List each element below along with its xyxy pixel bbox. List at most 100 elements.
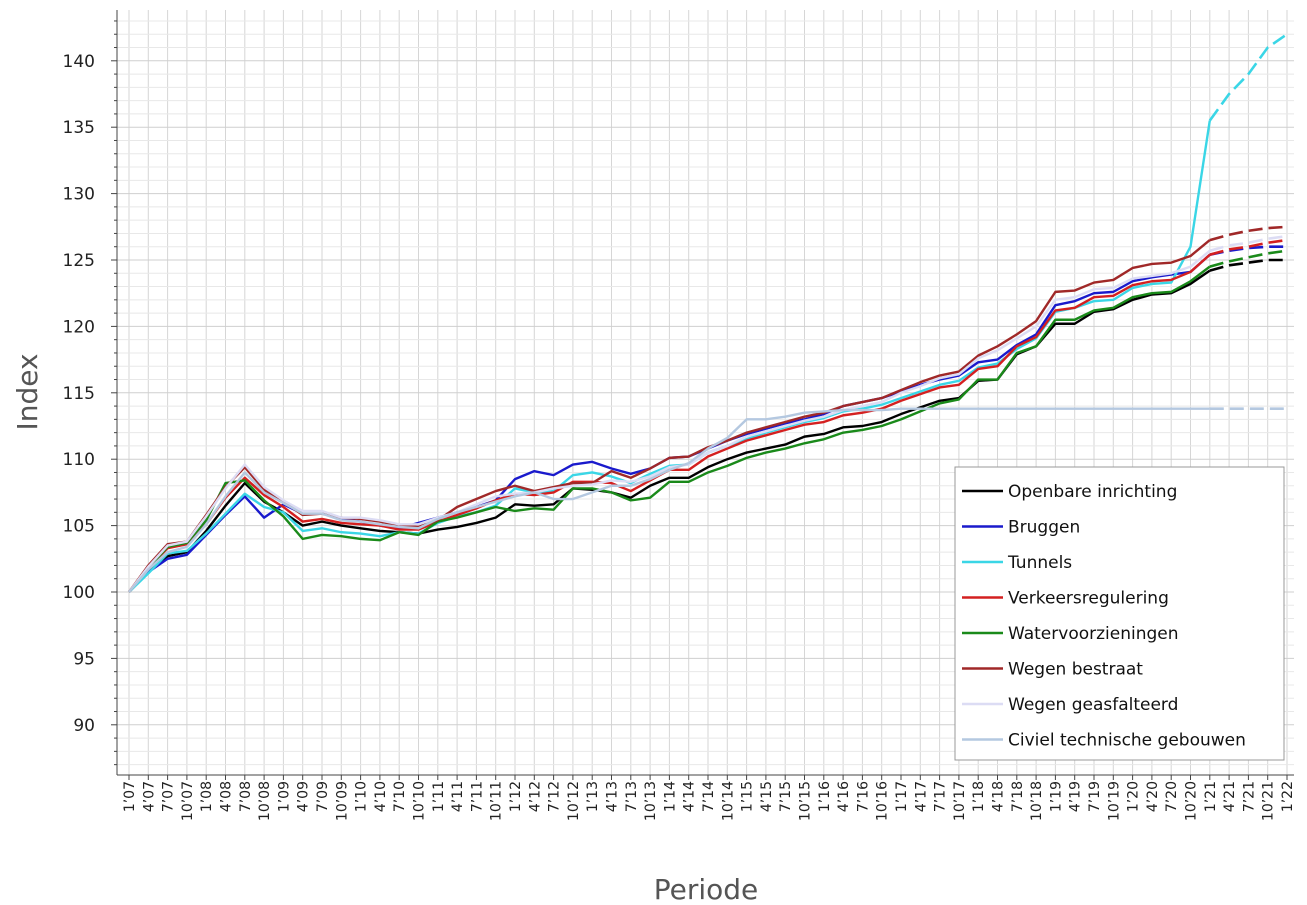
y-tick-label: 95 [73, 649, 95, 669]
x-tick-label: 10’21 [1261, 781, 1277, 821]
series-forecast-line-4 [1209, 238, 1288, 256]
x-tick-label: 1’18 [971, 781, 987, 812]
series-line-3 [128, 120, 1211, 593]
x-tick-label: 1’15 [740, 781, 756, 812]
series-forecast-line-3 [1208, 33, 1288, 122]
x-tick-label: 4’07 [141, 781, 157, 812]
x-tick-label: 1’20 [1126, 781, 1142, 812]
x-tick-label: 7’19 [1087, 781, 1103, 812]
x-tick-label: 1’11 [431, 781, 447, 812]
x-tick-label: 1’21 [1203, 781, 1219, 812]
y-tick-label: 120 [63, 317, 95, 337]
x-tick-label: 1’10 [354, 781, 370, 812]
x-tick-label: 4’20 [1145, 781, 1161, 812]
x-tick-label: 7’20 [1164, 781, 1180, 812]
legend-label: Wegen geasfalteerd [1008, 695, 1178, 715]
x-tick-label: 7’12 [547, 781, 563, 812]
legend-label: Bruggen [1008, 518, 1080, 538]
x-tick-label: 4’16 [836, 781, 852, 812]
series-line-5 [128, 265, 1211, 593]
y-tick-label: 135 [63, 118, 95, 138]
y-tick-label: 110 [63, 450, 95, 470]
y-tick-label: 115 [63, 384, 95, 404]
series-forecast-line-5 [1209, 249, 1288, 268]
y-tick-label: 90 [73, 716, 95, 736]
x-tick-label: 10’15 [798, 781, 814, 821]
x-tick-label: 7’21 [1241, 781, 1257, 812]
series-forecast-line-1 [1209, 258, 1287, 272]
x-tick-label: 10’13 [643, 781, 659, 821]
x-tick-label: 4’14 [682, 781, 698, 812]
x-tick-label: 4’08 [219, 781, 235, 812]
chart-axes [116, 10, 1294, 776]
series-line-8 [128, 407, 1210, 593]
x-tick-label: 7’18 [1010, 781, 1026, 812]
x-tick-label: 7’17 [933, 781, 949, 812]
x-tick-label: 10’11 [489, 781, 505, 821]
x-tick-label: 4’18 [991, 781, 1007, 812]
x-tick-label: 7’13 [624, 781, 640, 812]
x-tick-label: 7’16 [855, 781, 871, 812]
legend: Openbare inrichting Bruggen Tunnels Verkeer… [954, 466, 1285, 761]
x-tick-label: 7’15 [778, 781, 794, 812]
y-tick-label: 100 [63, 583, 95, 603]
x-tick-label: 10’07 [180, 781, 196, 821]
x-tick-label: 10’18 [1029, 781, 1045, 821]
x-tick-label: 1’14 [662, 781, 678, 812]
x-tick-label: 1’19 [1048, 781, 1064, 812]
x-tick-label: 7’11 [469, 781, 485, 812]
x-tick-labels: 1’07 4’07 7’07 10’07 1’08 4’08 7’08 10’08 1’09 4’… [122, 775, 1296, 821]
x-tick-label: 1’13 [585, 781, 601, 812]
y-tick-labels: 90 95 100 105 110 115 120 125 130 135 140 [63, 52, 95, 736]
series-forecast-line-7 [1209, 234, 1288, 252]
x-tick-label: 10’16 [875, 781, 891, 821]
x-tick-label: 7’08 [238, 781, 254, 812]
x-axis-title: Periode [654, 873, 759, 905]
series-forecast-line-6 [1209, 225, 1288, 242]
y-tick-label: 140 [63, 52, 95, 72]
x-tick-label: 4’15 [759, 781, 775, 812]
y-tick-label: 130 [63, 185, 95, 205]
x-tick-label: 4’21 [1222, 781, 1238, 812]
x-tick-label: 4’10 [373, 781, 389, 812]
series-line-7 [128, 249, 1211, 593]
legend-label: Tunnels [1007, 553, 1072, 573]
chart-grid [111, 10, 1294, 775]
x-tick-label: 4’11 [450, 781, 466, 812]
x-tick-label: 1’07 [122, 781, 138, 812]
x-tick-label: 4’19 [1068, 781, 1084, 812]
x-tick-label: 10’09 [334, 781, 350, 821]
x-tick-label: 10’19 [1106, 781, 1122, 821]
x-tick-label: 10’12 [566, 781, 582, 821]
legend-label: Watervoorzieningen [1008, 624, 1179, 644]
x-tick-label: 10’14 [720, 781, 736, 821]
x-tick-label: 10’10 [412, 781, 428, 821]
x-tick-label: 7’10 [392, 781, 408, 812]
x-tick-label: 1’22 [1280, 781, 1296, 812]
y-axis-title: Index [11, 353, 44, 430]
x-tick-label: 10’20 [1184, 781, 1200, 821]
x-tick-label: 10’08 [257, 781, 273, 821]
x-tick-label: 1’12 [508, 781, 524, 812]
x-tick-label: 4’13 [605, 781, 621, 812]
x-tick-label: 1’09 [276, 781, 292, 812]
legend-label: Verkeersregulering [1008, 589, 1169, 609]
x-tick-label: 7’07 [161, 781, 177, 812]
x-tick-label: 4’09 [296, 781, 312, 812]
x-tick-label: 7’14 [701, 781, 717, 812]
x-tick-label: 1’08 [199, 781, 215, 812]
x-tick-label: 1’17 [894, 781, 910, 812]
y-tick-label: 125 [63, 251, 95, 271]
x-tick-label: 1’16 [817, 781, 833, 812]
legend-label: Wegen bestraat [1008, 660, 1143, 680]
y-tick-label: 105 [63, 517, 95, 537]
legend-box [954, 466, 1285, 761]
legend-label: Civiel technische gebouwen [1008, 731, 1246, 751]
x-tick-label: 4’12 [527, 781, 543, 812]
series-lines [128, 33, 1288, 593]
x-tick-label: 7’09 [315, 781, 331, 812]
x-tick-label: 10’17 [952, 781, 968, 821]
x-tick-label: 4’17 [913, 781, 929, 812]
legend-label: Openbare inrichting [1008, 482, 1177, 502]
